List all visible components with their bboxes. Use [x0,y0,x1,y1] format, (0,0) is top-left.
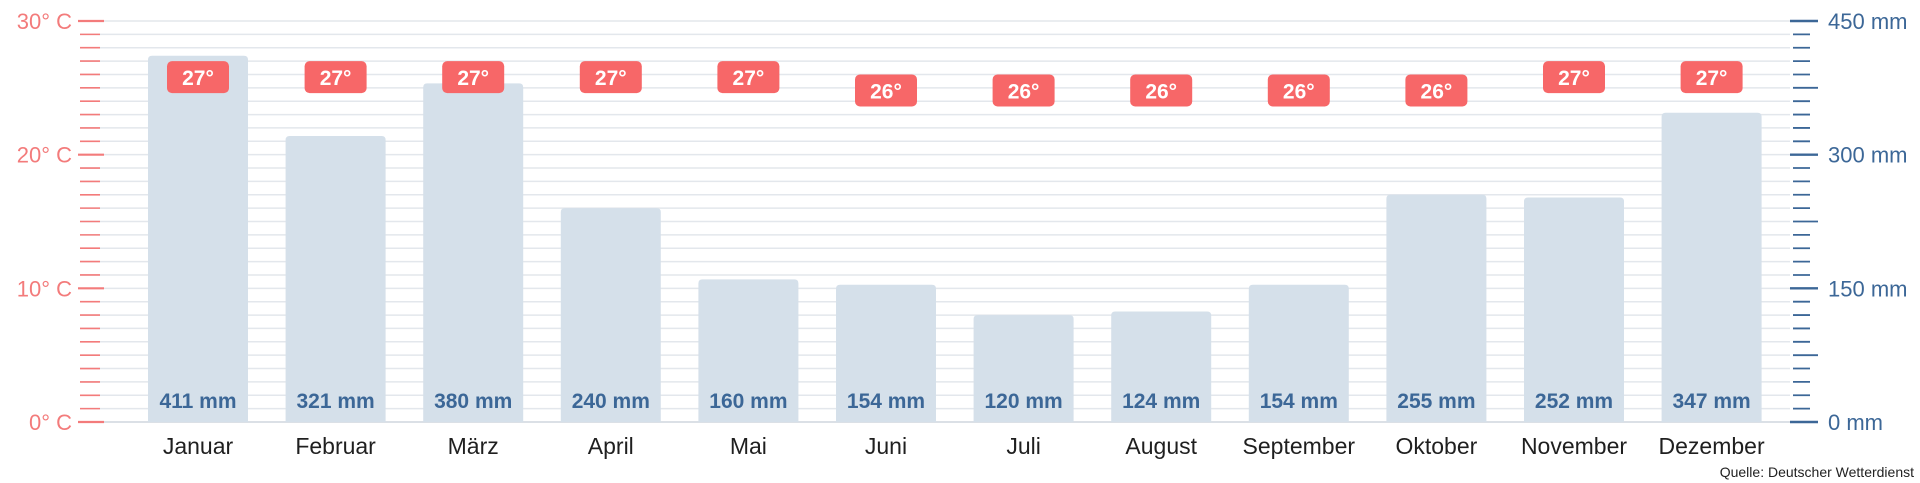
precipitation-bar [1661,112,1762,422]
month-labels: Januar Februar März April Mai Juni Juli August S… [163,433,1765,459]
precipitation-axis: 0 mm 150 mm 300 mm 450 mm [1790,9,1907,435]
precipitation-bar [285,135,386,422]
temperature-tick-label: 0° C [29,410,72,435]
precipitation-value-label: 380 mm [434,390,512,413]
precipitation-value-label: 124 mm [1122,390,1200,413]
temperature-badge [304,61,367,94]
month-label: August [1125,433,1197,459]
precipitation-value-label: 154 mm [1260,390,1338,413]
precipitation-bar [836,284,936,422]
temperature-value-label: 26° [1421,80,1453,103]
temperature-value-label: 27° [320,67,352,90]
month-label: Juni [865,433,907,459]
temperature-value-label: 27° [1558,67,1590,90]
precipitation-value-label: 252 mm [1535,390,1613,413]
temperature-value-label: 27° [457,67,489,90]
precipitation-value-label: 160 mm [709,390,787,413]
temperature-badge [1405,74,1468,107]
precipitation-bar [560,208,661,422]
temperature-value-label: 27° [733,67,765,90]
precipitation-bar [1524,197,1624,422]
precipitation-tick-label: 150 mm [1828,276,1907,301]
month-label: Februar [295,433,376,459]
temperature-value-label: 27° [595,67,627,90]
temperature-badge [1543,61,1605,94]
month-label: Mai [730,433,767,459]
month-label: November [1521,433,1627,459]
month-label: Dezember [1659,433,1765,459]
temperature-value-label: 26° [1008,80,1040,103]
temperature-badge [1267,74,1330,107]
temperature-value-label: 26° [1145,80,1177,103]
precipitation-tick-label: 450 mm [1828,9,1907,34]
precipitation-value-label: 120 mm [984,390,1062,413]
precipitation-bar [423,83,524,422]
temperature-value-label: 26° [1283,80,1315,103]
month-label: Oktober [1395,433,1477,459]
temperature-value-label: 27° [182,67,214,90]
temperature-badge [992,74,1055,107]
source-note: Quelle: Deutscher Wetterdienst [1720,464,1914,480]
month-label: Januar [163,433,234,459]
temperature-badge [167,61,229,94]
precipitation-bar [1386,194,1487,422]
precipitation-bar [148,55,248,423]
precipitation-value-label: 321 mm [296,390,374,413]
precipitation-value-label: 255 mm [1397,390,1475,413]
temperature-badges: 27° 27° 27° 27° 27° 26° 26° 26° 26° 26° 27° 27° [167,61,1743,107]
precipitation-tick-label: 0 mm [1828,410,1883,435]
precipitation-value-label: 347 mm [1672,390,1750,413]
month-label: März [448,433,499,459]
precipitation-bar [1248,284,1349,422]
precipitation-value-label: 411 mm [159,390,236,413]
temperature-tick-label: 20° C [17,143,72,168]
precipitation-value-label: 154 mm [847,390,925,413]
precipitation-bars: 411 mm 321 mm 380 mm 240 mm 160 mm 154 mm 120 … [148,55,1762,423]
temperature-badge [1680,61,1743,94]
temperature-axis: 0° C 10° C 20° C 30° C [17,9,104,435]
month-label: September [1243,433,1356,459]
temperature-badge [1130,74,1193,107]
precipitation-value-label: 240 mm [572,390,650,413]
temperature-badge [442,61,505,94]
precipitation-bar [1111,311,1212,422]
month-label: Juli [1006,433,1041,459]
temperature-badge [855,74,917,107]
precipitation-tick-label: 300 mm [1828,143,1907,168]
precipitation-bar [973,315,1074,422]
temperature-badge [717,61,780,94]
temperature-tick-label: 30° C [17,9,72,34]
temperature-value-label: 26° [870,80,902,103]
month-label: April [588,433,634,459]
precipitation-bar [698,279,799,422]
temperature-tick-label: 10° C [17,276,72,301]
temperature-value-label: 27° [1696,67,1728,90]
temperature-badge [579,61,642,94]
